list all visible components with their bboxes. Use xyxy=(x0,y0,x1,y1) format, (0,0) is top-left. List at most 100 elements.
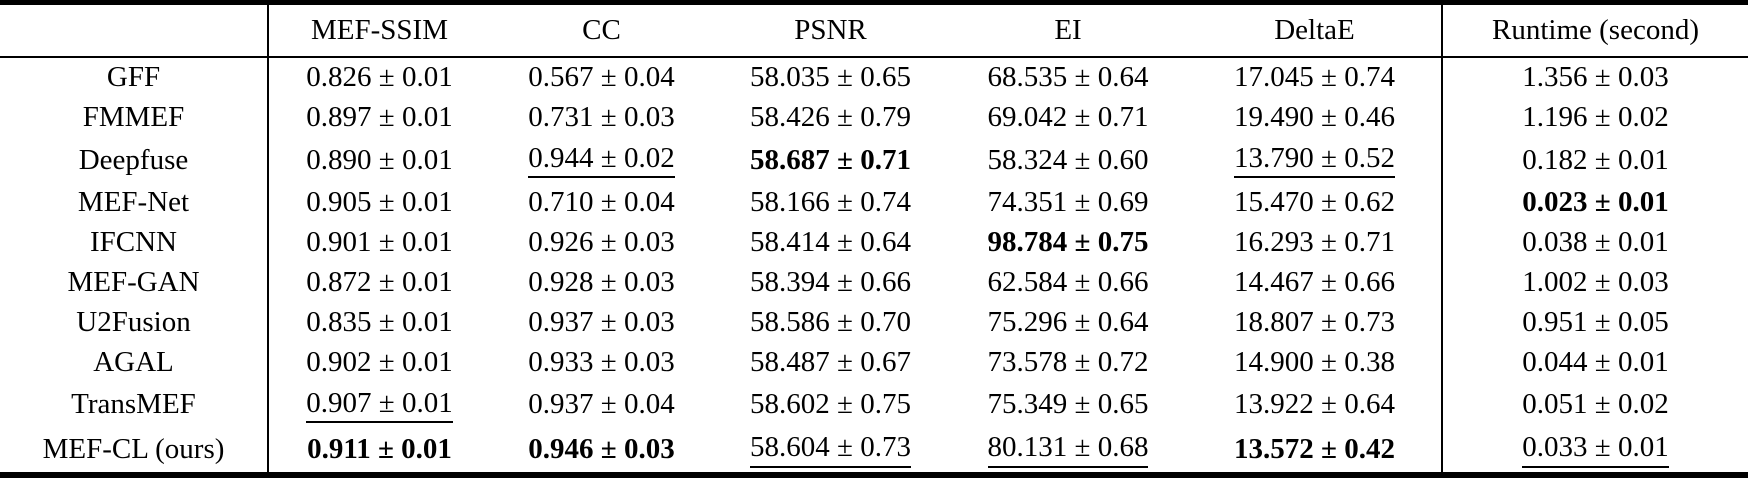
method-name: MEF-Net xyxy=(77,185,190,218)
metric-value: 0.926 ± 0.03 xyxy=(528,225,675,258)
metric-value: 58.394 ± 0.66 xyxy=(750,266,911,299)
metric-cell: 0.826 ± 0.01 xyxy=(267,56,490,98)
metric-value: 0.710 ± 0.04 xyxy=(528,185,675,218)
method-name: MEF-GAN xyxy=(67,266,200,299)
metric-value: 1.196 ± 0.02 xyxy=(1522,101,1669,134)
metric-cell: 58.324 ± 0.60 xyxy=(948,138,1188,182)
metric-value: 58.414 ± 0.64 xyxy=(750,225,911,258)
metric-cell: 1.356 ± 0.03 xyxy=(1441,56,1748,98)
metric-cell: 58.604 ± 0.73 xyxy=(713,427,948,475)
metric-value: 58.687 ± 0.71 xyxy=(750,143,911,176)
metric-cell: 0.038 ± 0.01 xyxy=(1441,222,1748,263)
metric-cell: 14.900 ± 0.38 xyxy=(1188,343,1442,383)
metric-value: 0.567 ± 0.04 xyxy=(528,61,675,94)
column-header-cc: CC xyxy=(490,2,713,58)
metric-cell: 13.790 ± 0.52 xyxy=(1188,138,1442,182)
metric-cell: 0.933 ± 0.03 xyxy=(490,343,713,383)
table-row: IFCNN 0.901 ± 0.01 0.926 ± 0.03 58.414 ±… xyxy=(0,222,1748,263)
metric-value: 80.131 ± 0.68 xyxy=(987,432,1149,468)
metric-value: 69.042 ± 0.71 xyxy=(987,101,1149,134)
metric-value: 0.826 ± 0.01 xyxy=(306,61,453,94)
metric-cell: 58.035 ± 0.65 xyxy=(713,57,948,98)
metric-value: 75.349 ± 0.65 xyxy=(987,388,1149,421)
metric-value: 0.928 ± 0.03 xyxy=(528,266,675,299)
metric-value: 15.470 ± 0.62 xyxy=(1234,185,1395,218)
metric-cell: 19.490 ± 0.46 xyxy=(1188,98,1442,138)
metric-value: 13.922 ± 0.64 xyxy=(1234,388,1395,421)
metric-cell: 17.045 ± 0.74 xyxy=(1188,57,1442,98)
column-header-runtime: Runtime (second) xyxy=(1441,2,1748,58)
method-name: GFF xyxy=(106,61,161,94)
table-row: AGAL 0.902 ± 0.01 0.933 ± 0.03 58.487 ± … xyxy=(0,342,1748,383)
metric-value: 0.033 ± 0.01 xyxy=(1522,432,1669,468)
metric-cell: 69.042 ± 0.71 xyxy=(948,98,1188,138)
table-row: TransMEF 0.907 ± 0.01 0.937 ± 0.04 58.60… xyxy=(0,382,1748,428)
metric-cell: 74.351 ± 0.69 xyxy=(948,182,1188,222)
metric-value: 58.487 ± 0.67 xyxy=(750,346,911,379)
metric-cell: 0.928 ± 0.03 xyxy=(490,262,713,302)
table-row: MEF-CL (ours) 0.911 ± 0.01 0.946 ± 0.03 … xyxy=(0,427,1748,475)
metric-value: 1.356 ± 0.03 xyxy=(1522,61,1669,94)
metric-cell: 75.296 ± 0.64 xyxy=(948,303,1188,343)
metric-cell: 0.182 ± 0.01 xyxy=(1441,138,1748,183)
table-row: MEF-GAN 0.872 ± 0.01 0.928 ± 0.03 58.394… xyxy=(0,262,1748,303)
column-header-method xyxy=(0,2,268,58)
metric-value: 0.944 ± 0.02 xyxy=(528,142,675,179)
metric-value: 17.045 ± 0.74 xyxy=(1234,61,1395,94)
metric-cell: 0.937 ± 0.03 xyxy=(490,303,713,343)
metric-value: 58.586 ± 0.70 xyxy=(750,306,911,339)
metric-cell: 75.349 ± 0.65 xyxy=(948,383,1188,427)
metric-cell: 58.687 ± 0.71 xyxy=(713,138,948,182)
method-name: U2Fusion xyxy=(76,306,191,339)
metric-cell: 0.710 ± 0.04 xyxy=(490,182,713,222)
metric-cell: 58.487 ± 0.67 xyxy=(713,343,948,383)
column-header-psnr: PSNR xyxy=(713,2,948,58)
metric-cell: 0.926 ± 0.03 xyxy=(490,222,713,262)
metric-value: 0.905 ± 0.01 xyxy=(306,185,453,218)
metric-value: 0.937 ± 0.04 xyxy=(528,388,675,421)
metric-value: 16.293 ± 0.71 xyxy=(1234,225,1395,258)
metric-value: 14.900 ± 0.38 xyxy=(1234,346,1395,379)
metric-value: 14.467 ± 0.66 xyxy=(1234,266,1395,299)
metric-cell: 0.901 ± 0.01 xyxy=(267,222,490,263)
metric-cell: 0.731 ± 0.03 xyxy=(490,98,713,138)
metric-cell: 58.586 ± 0.70 xyxy=(713,303,948,343)
metric-cell: 0.951 ± 0.05 xyxy=(1441,302,1748,343)
method-name: IFCNN xyxy=(89,225,177,258)
metric-value: 19.490 ± 0.46 xyxy=(1234,101,1395,134)
metric-cell: 0.023 ± 0.01 xyxy=(1441,182,1748,223)
metric-cell: 62.584 ± 0.66 xyxy=(948,262,1188,302)
metric-value: 58.602 ± 0.75 xyxy=(750,388,911,421)
metric-value: 1.002 ± 0.03 xyxy=(1522,266,1669,299)
metric-value: 0.890 ± 0.01 xyxy=(306,143,453,176)
table-row: MEF-Net 0.905 ± 0.01 0.710 ± 0.04 58.166… xyxy=(0,182,1748,223)
metric-value: 73.578 ± 0.72 xyxy=(987,346,1149,379)
metric-cell: 0.835 ± 0.01 xyxy=(267,302,490,343)
metric-cell: 0.051 ± 0.02 xyxy=(1441,382,1748,428)
table-row: Deepfuse 0.890 ± 0.01 0.944 ± 0.02 58.68… xyxy=(0,138,1748,183)
metric-cell: 58.426 ± 0.79 xyxy=(713,98,948,138)
metric-value: 0.937 ± 0.03 xyxy=(528,306,675,339)
table-row: U2Fusion 0.835 ± 0.01 0.937 ± 0.03 58.58… xyxy=(0,302,1748,343)
metric-value: 75.296 ± 0.64 xyxy=(987,306,1149,339)
metric-cell: 1.196 ± 0.02 xyxy=(1441,97,1748,138)
metric-value: 0.911 ± 0.01 xyxy=(307,433,452,466)
metric-cell: 0.567 ± 0.04 xyxy=(490,57,713,98)
metric-value: 0.835 ± 0.01 xyxy=(306,306,453,339)
metric-value: 0.902 ± 0.01 xyxy=(306,346,453,379)
metric-value: 58.324 ± 0.60 xyxy=(987,143,1149,176)
metric-value: 0.182 ± 0.01 xyxy=(1522,143,1669,176)
metric-cell: 0.872 ± 0.01 xyxy=(267,262,490,303)
metric-cell: 0.946 ± 0.03 xyxy=(490,427,713,475)
metric-cell: 15.470 ± 0.62 xyxy=(1188,182,1442,222)
metric-cell: 58.602 ± 0.75 xyxy=(713,383,948,427)
metric-cell: 0.907 ± 0.01 xyxy=(267,382,490,428)
metric-value: 98.784 ± 0.75 xyxy=(987,225,1149,258)
metric-cell: 98.784 ± 0.75 xyxy=(948,222,1188,262)
metric-value: 58.426 ± 0.79 xyxy=(750,101,911,134)
metric-cell: 0.033 ± 0.01 xyxy=(1441,427,1748,475)
metric-value: 58.604 ± 0.73 xyxy=(750,432,911,468)
metric-cell: 58.394 ± 0.66 xyxy=(713,262,948,302)
metric-cell: 18.807 ± 0.73 xyxy=(1188,303,1442,343)
